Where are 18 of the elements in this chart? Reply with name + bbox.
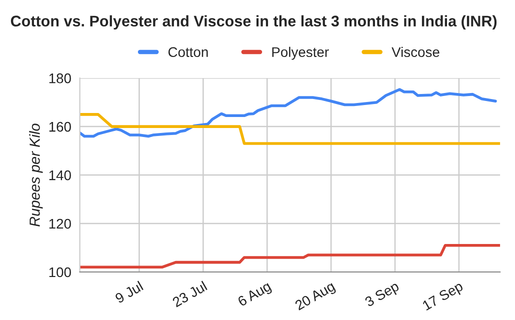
line-series [80,244,500,269]
chart-title: Cotton vs. Polyester and Viscose in the last 3 months in India (INR) [10,15,497,30]
y-tick-label: 140 [49,170,71,180]
legend-label: Viscose [392,46,440,58]
legend-label: Polyester [272,46,329,60]
line-series [80,88,497,138]
x-tick-label: 9 Jul [114,280,144,304]
x-tick-label: 23 Jul [172,280,208,308]
y-tick-label: 120 [49,218,71,229]
y-axis-title: Rupees per Kilo [29,124,43,226]
x-tick-label: 17 Sep [422,280,465,314]
x-tick-label: 6 Aug [237,281,273,309]
y-tick-label: 180 [49,73,71,84]
x-tick-label: 20 Aug [294,281,337,313]
legend-label: Cotton [168,47,208,58]
y-tick-label: 160 [49,122,71,132]
y-tick-label: 100 [49,267,71,278]
x-tick-label: 3 Sep [364,280,401,310]
